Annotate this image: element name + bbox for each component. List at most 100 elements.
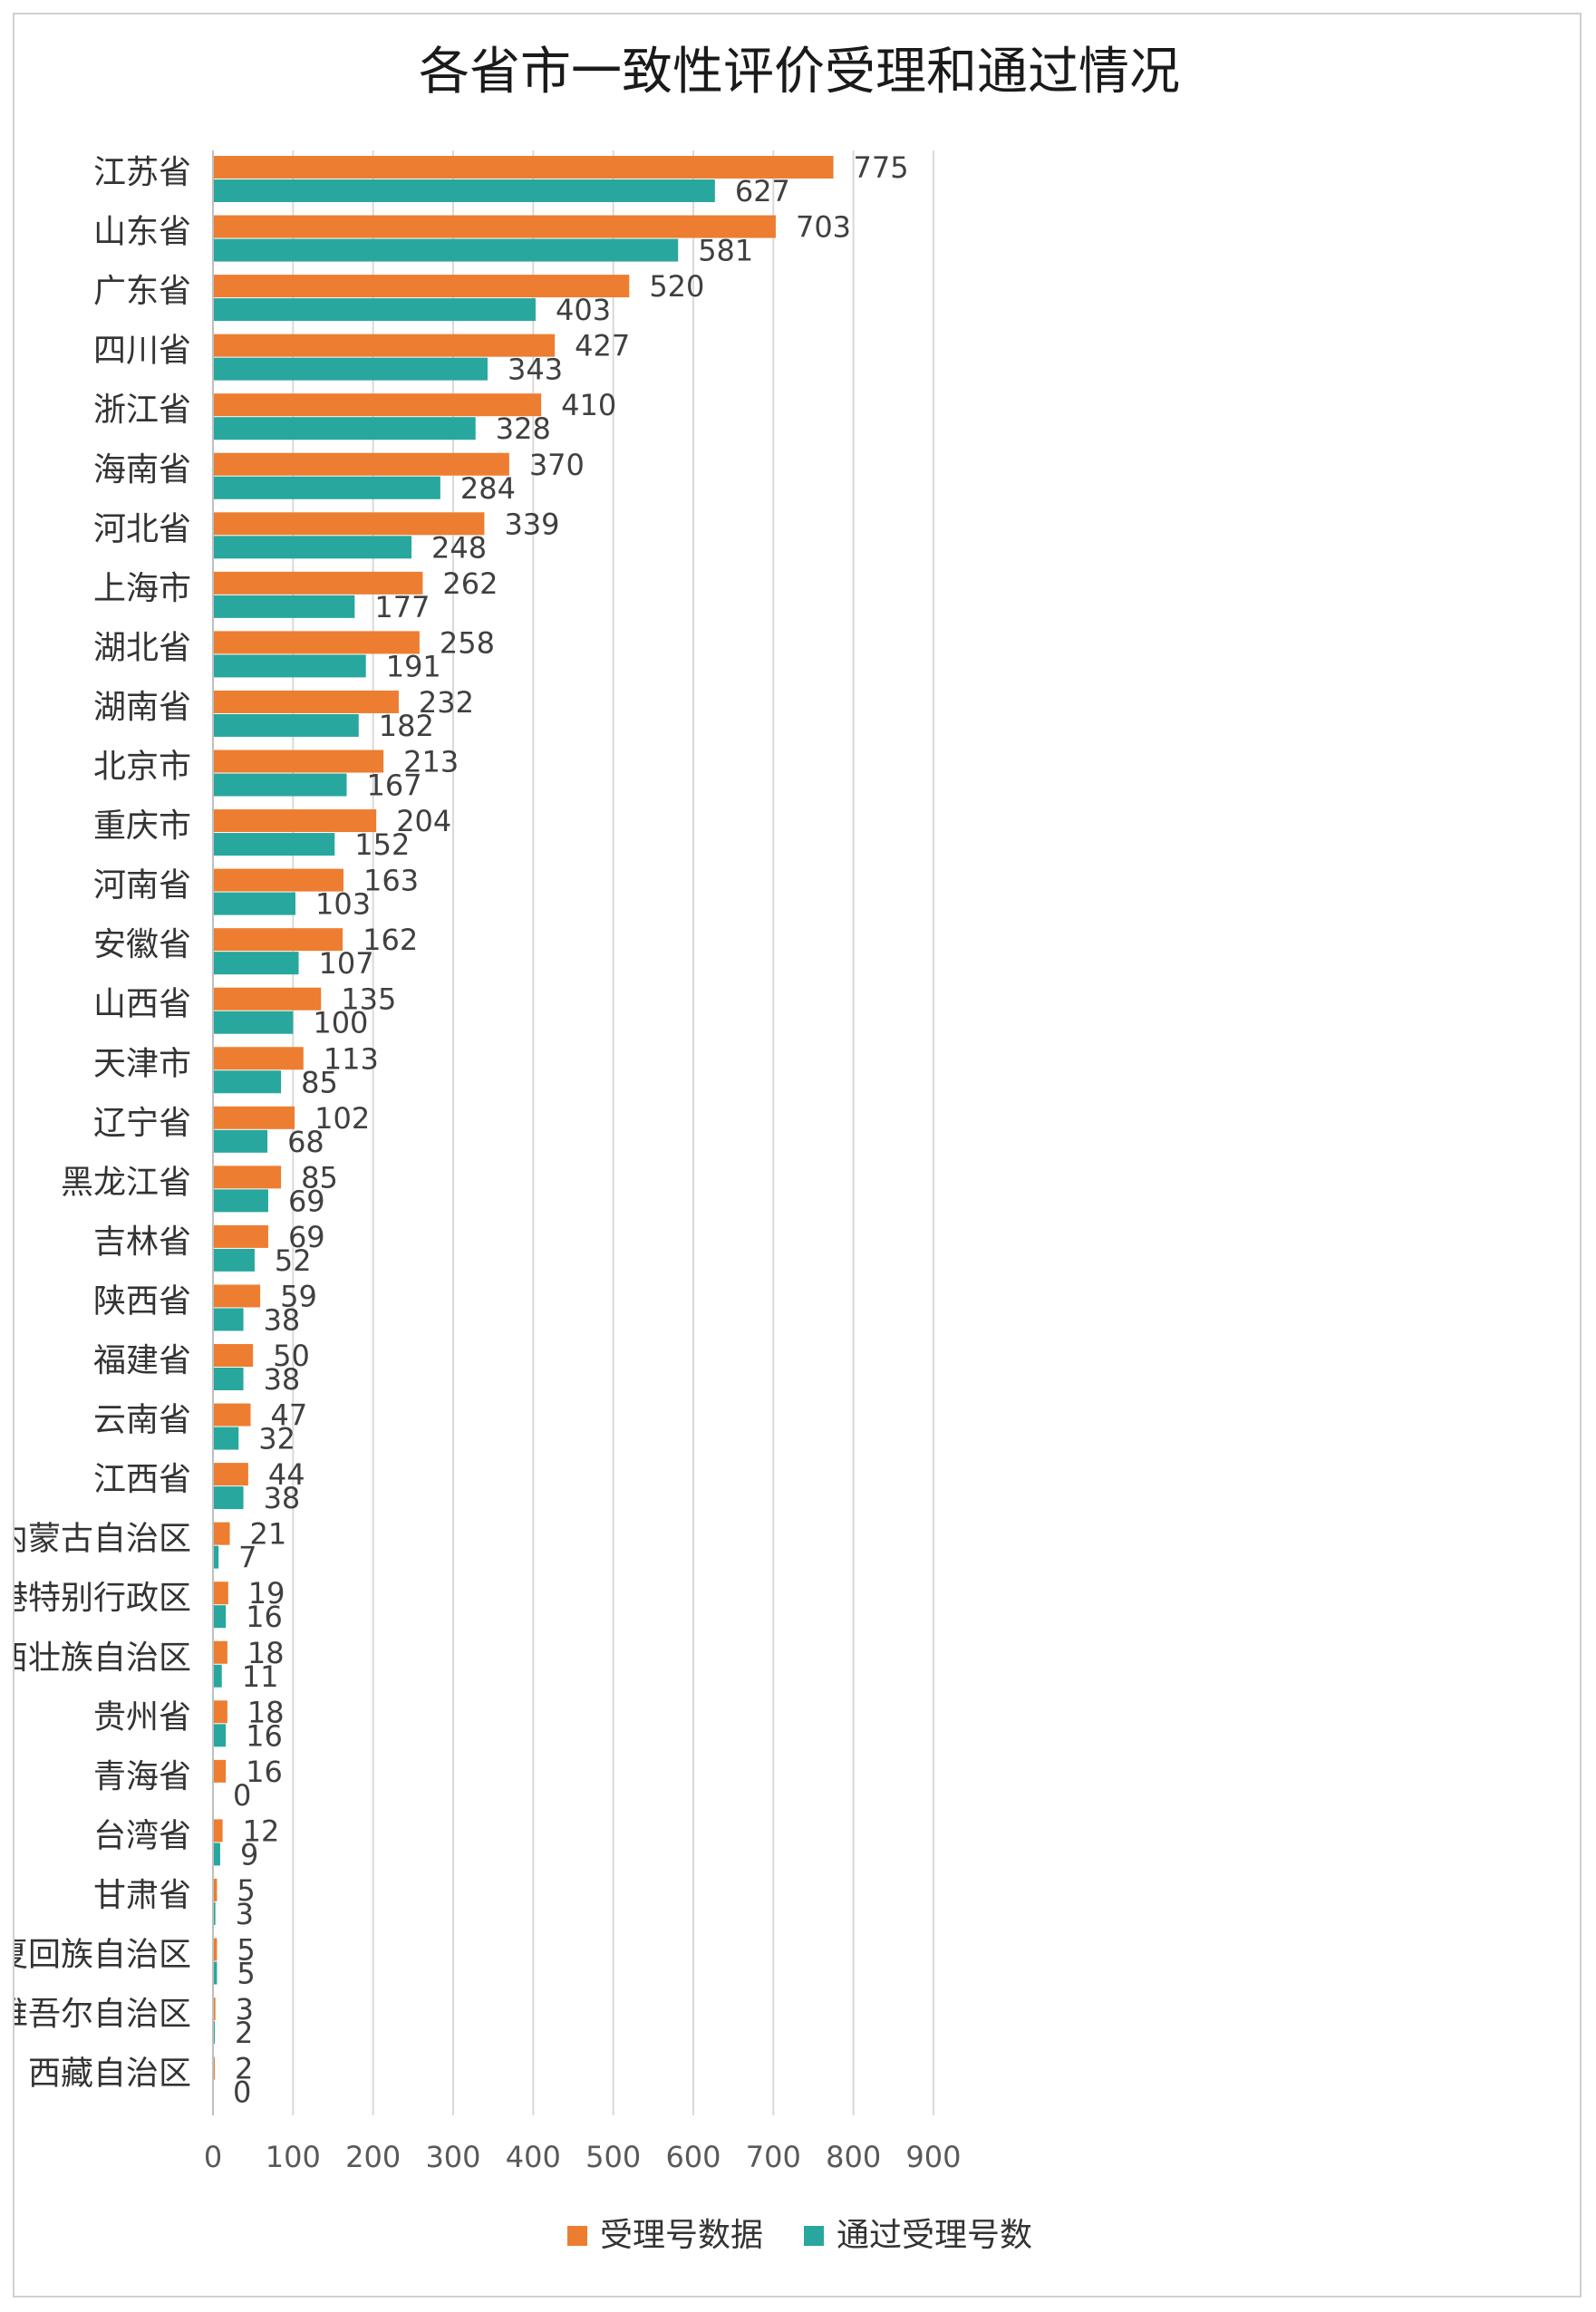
bar-passed [213,713,359,737]
data-label: 0 [233,2075,251,2110]
data-label: 232 [419,685,474,720]
data-label: 85 [301,1160,338,1195]
bar-accepted [213,1522,230,1545]
x-tick-label: 400 [506,2140,561,2174]
data-label: 2 [235,2052,253,2086]
category-label: 青海省 [93,1758,191,1795]
bar-passed [213,1486,244,1510]
data-label: 107 [319,946,374,981]
category-label: 江苏省 [93,154,191,191]
bar-passed [213,595,355,618]
bar-passed [213,417,476,440]
data-label: 38 [264,1362,301,1397]
data-label: 69 [288,1184,325,1218]
bar-accepted [213,631,420,654]
chart-title: 各省市一致性评价受理和通过情况 [419,43,1180,102]
data-label: 32 [258,1422,295,1456]
bar-passed [213,1605,227,1629]
bar-passed [213,1308,244,1331]
data-label: 16 [246,1755,283,1789]
bar-accepted [213,1938,218,1961]
bar-passed [213,773,347,797]
data-label: 113 [324,1041,379,1076]
legend-swatch [804,2226,824,2246]
x-tick-label: 600 [665,2140,721,2174]
bar-passed [213,179,715,202]
bar-accepted [213,1106,295,1129]
data-label: 69 [288,1220,325,1254]
bar-accepted [213,1344,254,1367]
legend-swatch [567,2226,587,2246]
data-label: 204 [396,804,451,838]
bar-accepted [213,1582,228,1605]
x-tick-label: 900 [905,2140,961,2174]
data-label: 167 [367,769,422,803]
data-label: 7 [238,1541,256,1575]
bar-accepted [213,809,377,833]
category-label: 黑龙江省 [61,1164,191,1201]
bar-accepted [213,1640,227,1664]
data-label: 258 [440,625,495,660]
bar-passed [213,1011,294,1034]
category-label: 山东省 [93,214,191,251]
x-tick-label: 800 [826,2140,881,2174]
category-label: 辽宁省 [93,1105,191,1142]
category-label: 重庆市 [93,808,191,845]
data-label: 0 [233,1778,251,1813]
category-label: 天津市 [93,1045,191,1082]
data-label: 135 [341,982,396,1017]
data-label: 191 [386,649,441,683]
bar-passed [213,1248,255,1272]
data-label: 328 [496,411,551,446]
category-label: 贵州省 [93,1698,191,1736]
data-label: 21 [250,1517,287,1552]
bar-accepted [213,1284,261,1308]
bar-accepted [213,1166,282,1189]
bar-accepted [213,571,423,595]
data-label: 12 [243,1814,280,1848]
bar-accepted [213,1047,304,1070]
bar-passed [213,1901,216,1925]
data-label: 18 [247,1695,285,1729]
bar-accepted [213,1998,216,2021]
category-label: 新疆维吾尔自治区 [15,1996,191,2033]
category-label: 海南省 [93,451,191,489]
category-label: 陕西省 [93,1282,191,1320]
data-label: 38 [264,1481,301,1515]
bar-accepted [213,868,343,892]
data-label: 163 [363,864,419,898]
bar-accepted [213,928,343,952]
bar-passed [213,298,536,322]
bar-passed [213,1724,227,1747]
data-label: 38 [264,1302,301,1337]
bar-accepted [213,452,509,476]
bar-accepted [213,1759,227,1783]
bar-passed [213,238,679,262]
x-tick-label: 300 [425,2140,480,2174]
data-label: 18 [247,1636,285,1670]
data-label: 5 [237,1933,255,1968]
bar-passed [213,1843,220,1866]
data-label: 177 [374,590,430,624]
data-label: 103 [315,887,371,922]
category-label: 北京市 [93,749,191,786]
bar-accepted [213,1878,218,1901]
bar-accepted [213,750,384,773]
data-label: 162 [363,923,418,957]
bar-passed [213,1129,268,1153]
x-tick-label: 100 [266,2140,321,2174]
bar-accepted [213,1403,251,1427]
category-label: 浙江省 [93,392,191,429]
data-label: 19 [248,1576,285,1611]
bar-passed [213,1961,218,1985]
data-label: 262 [442,566,498,601]
category-label: 香港特别行政区 [15,1580,191,1617]
bar-accepted [213,690,399,713]
bar-passed [213,536,412,559]
data-label: 775 [854,150,909,185]
category-label: 河北省 [93,510,191,547]
data-label: 59 [280,1279,317,1313]
bar-passed [213,833,335,856]
data-label: 3 [236,1992,254,2027]
